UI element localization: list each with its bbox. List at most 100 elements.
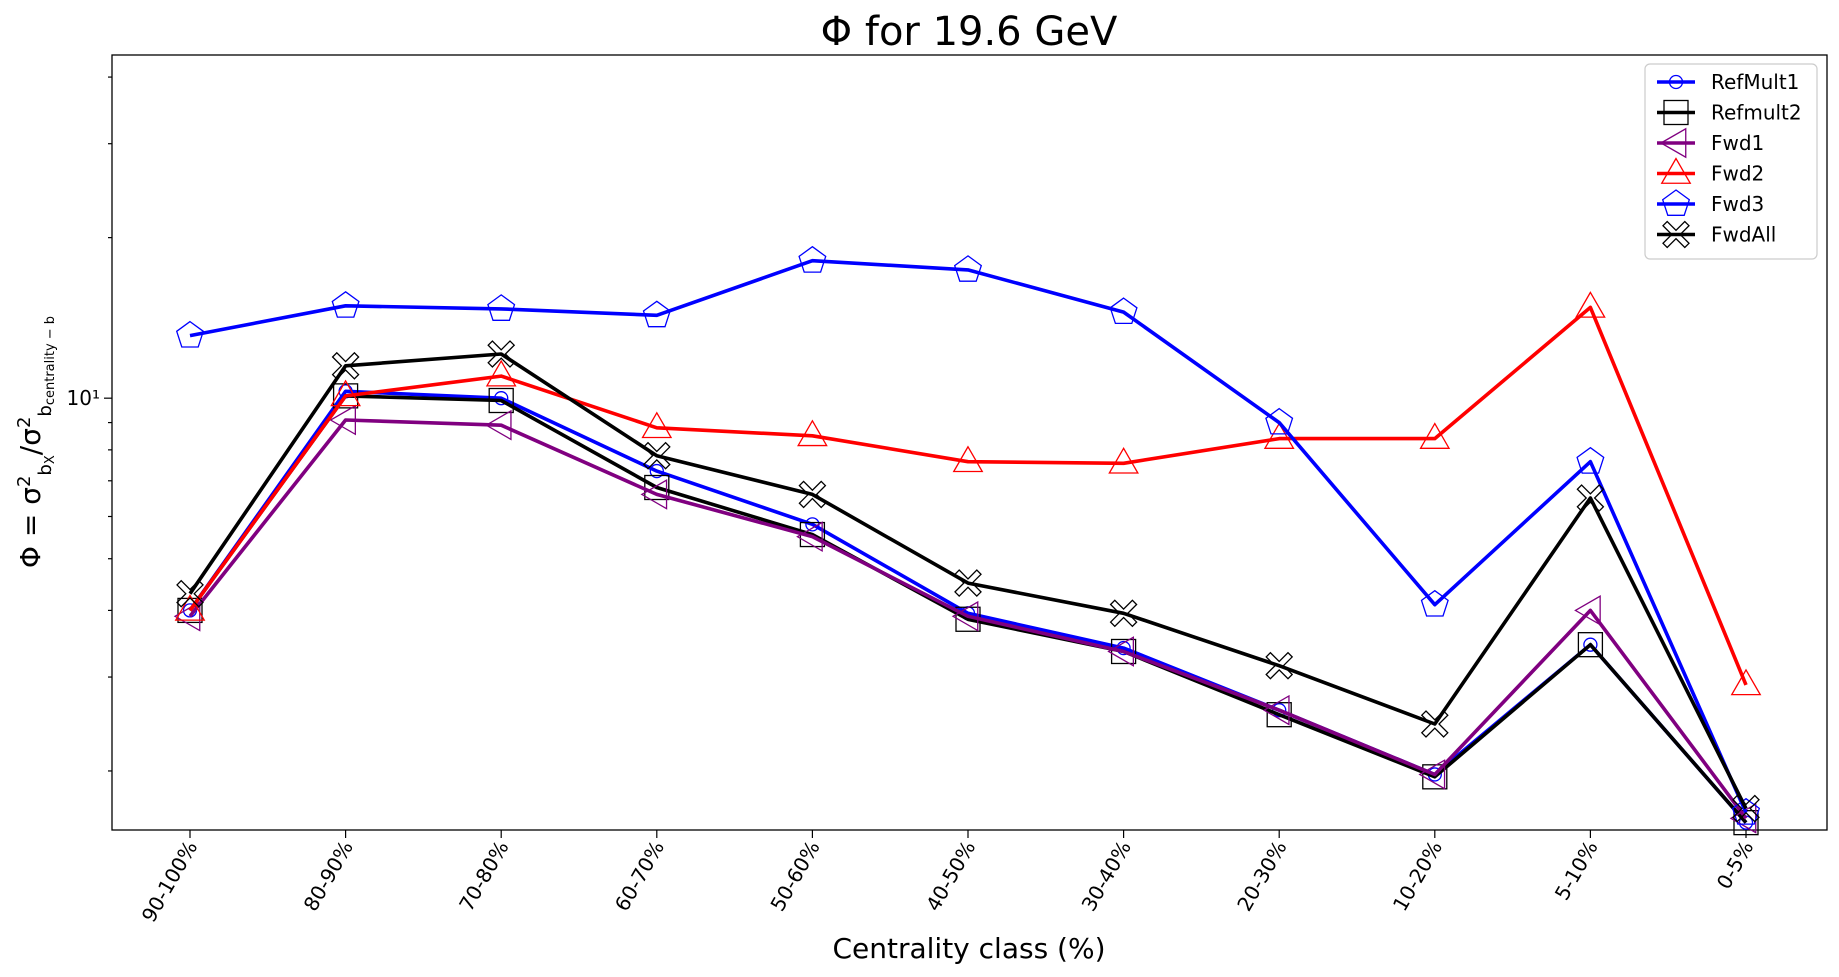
data-point xyxy=(1109,599,1138,628)
data-point xyxy=(1419,422,1451,449)
data-point xyxy=(1265,407,1294,435)
data-point xyxy=(488,387,514,414)
data-point xyxy=(1577,632,1604,658)
x-tick-label: 70-80% xyxy=(454,837,513,916)
chart-title: Φ for 19.6 GeV xyxy=(821,9,1118,55)
legend: RefMult1 Refmult2 Fwd1 Fwd2 Fwd3 FwdAll xyxy=(1644,63,1818,260)
legend-marker xyxy=(1661,189,1691,216)
x-axis: 90-100% 80-90% 70-80% 60-70% 50-60% 40-50% 30-… xyxy=(137,830,1759,927)
data-point xyxy=(1265,651,1294,680)
legend-item: Refmult2 xyxy=(1657,99,1802,126)
series-fwd2 xyxy=(174,291,1762,696)
data-point xyxy=(175,320,205,348)
data-point xyxy=(329,404,357,436)
series-fwd3 xyxy=(175,245,1761,825)
legend-item: Fwd2 xyxy=(1657,157,1764,186)
data-point xyxy=(484,409,512,441)
legend-marker xyxy=(1660,157,1692,184)
data-point xyxy=(1420,710,1449,738)
legend-label: Fwd3 xyxy=(1711,192,1764,216)
y-axis-label: Φ = σ2bX/σ2bcentrality − b xyxy=(14,316,59,568)
data-point xyxy=(1116,640,1131,656)
data-point xyxy=(1108,446,1139,474)
data-point xyxy=(1110,638,1137,665)
data-point xyxy=(331,290,360,318)
data-point xyxy=(1730,668,1762,696)
series-fwdall xyxy=(176,340,1760,823)
x-tick-label: 50-60% xyxy=(765,837,824,916)
data-point xyxy=(1576,484,1605,512)
data-point xyxy=(1732,794,1760,823)
legend-label: Fwd2 xyxy=(1711,162,1764,186)
data-point xyxy=(173,600,201,632)
data-point xyxy=(952,445,984,473)
series-line xyxy=(189,258,1748,814)
series-line xyxy=(188,394,1748,824)
data-point xyxy=(485,359,517,387)
data-point xyxy=(642,300,671,328)
legend-item: FwdAll xyxy=(1657,220,1776,249)
x-tick-label: 60-70% xyxy=(610,837,669,916)
data-point xyxy=(1583,637,1598,652)
data-point xyxy=(1107,636,1134,667)
series-refmult2 xyxy=(177,383,1759,836)
data-point xyxy=(1574,595,1601,626)
legend-item: Fwd1 xyxy=(1657,127,1764,159)
data-point xyxy=(1576,446,1605,474)
data-point xyxy=(330,379,361,407)
data-point xyxy=(953,255,983,282)
legend-item: Fwd3 xyxy=(1657,189,1764,216)
data-point xyxy=(487,294,516,321)
x-tick-label: 10-20% xyxy=(1388,837,1447,916)
data-point xyxy=(1262,694,1290,726)
data-point xyxy=(951,600,979,632)
data-point xyxy=(798,245,827,273)
data-point xyxy=(1575,291,1606,318)
legend-marker xyxy=(1663,99,1689,126)
data-point xyxy=(331,351,360,380)
series-line xyxy=(188,305,1748,686)
data-point xyxy=(1731,797,1761,825)
data-point xyxy=(487,340,516,368)
x-tick-label: 90-100% xyxy=(137,837,203,927)
data-point xyxy=(1263,422,1295,449)
y-axis: 10¹ xyxy=(67,76,112,772)
data-point xyxy=(1109,297,1138,325)
data-point xyxy=(797,419,828,447)
series-line xyxy=(188,418,1748,820)
data-point xyxy=(1420,589,1449,617)
data-point xyxy=(642,441,671,470)
series-fwd1 xyxy=(173,404,1757,834)
x-tick-label: 5-10% xyxy=(1550,837,1603,905)
data-point xyxy=(641,411,673,439)
x-tick-label: 30-40% xyxy=(1077,837,1136,916)
legend-item: RefMult1 xyxy=(1657,70,1799,94)
series-layer xyxy=(173,245,1762,836)
x-tick-label: 80-90% xyxy=(299,837,358,916)
x-axis-label: Centrality class (%) xyxy=(832,932,1105,965)
x-tick-label: 0-5% xyxy=(1712,837,1759,894)
y-label-phi: Φ = σ xyxy=(14,487,47,568)
legend-label: Fwd1 xyxy=(1711,131,1764,155)
data-point xyxy=(798,480,827,509)
data-point xyxy=(1418,759,1446,790)
legend-marker xyxy=(1668,74,1684,90)
data-point xyxy=(649,463,664,479)
data-point xyxy=(640,479,668,510)
x-tick-label: 40-50% xyxy=(921,837,980,916)
legend-label: FwdAll xyxy=(1711,223,1776,247)
legend-marker xyxy=(1662,220,1690,249)
data-point xyxy=(174,594,206,621)
x-tick-label: 20-30% xyxy=(1232,837,1291,916)
series-line xyxy=(188,352,1748,810)
legend-marker xyxy=(1659,127,1687,159)
legend-label: Refmult2 xyxy=(1711,101,1802,125)
legend-label: RefMult1 xyxy=(1711,70,1799,94)
data-point xyxy=(176,579,204,608)
data-point xyxy=(796,521,823,553)
plot-area xyxy=(111,54,1828,831)
y-tick-label: 10¹ xyxy=(67,386,100,410)
data-point xyxy=(954,569,982,598)
data-point xyxy=(494,391,509,406)
